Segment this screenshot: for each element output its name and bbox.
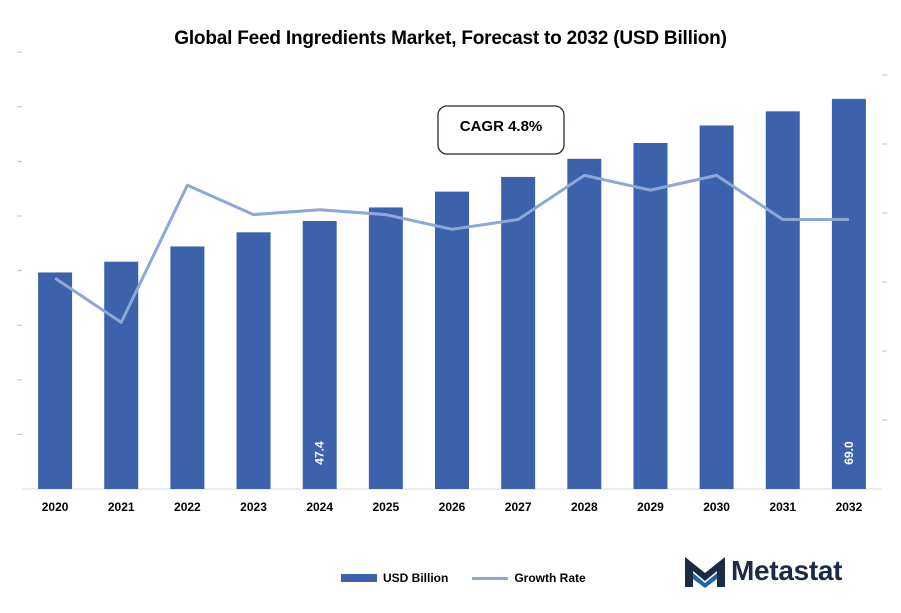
cagr-label: CAGR 4.8% (460, 118, 543, 135)
x-tick-label: 2029 (637, 500, 664, 514)
chart-title: Global Feed Ingredients Market, Forecast… (174, 28, 727, 49)
bar-2028 (567, 158, 602, 490)
legend-label-usd: USD Billion (383, 571, 449, 585)
bar-2031 (765, 111, 800, 490)
legend-swatch-line (472, 576, 509, 580)
x-tick-label: 2022 (174, 500, 201, 514)
legend-swatch-bar (341, 574, 377, 582)
legend-item-bars: USD Billion (341, 571, 448, 585)
bar-2023 (236, 232, 271, 490)
x-tick-label: 2030 (703, 500, 730, 514)
x-tick-label: 2028 (571, 500, 598, 514)
bar-2024 (302, 221, 337, 489)
growth-rate-line (54, 173, 849, 324)
legend: USD Billion Growth Rate (341, 571, 610, 585)
bar-2029 (633, 142, 668, 489)
x-tick-label: 2024 (306, 500, 333, 514)
bar-2022 (170, 246, 205, 489)
x-tick-label: 2020 (42, 500, 69, 514)
brand-name: Metastat (731, 555, 843, 586)
metastat-m-icon (685, 557, 725, 588)
legend-item-line: Growth Rate (472, 571, 586, 585)
bar-2026 (435, 191, 469, 489)
x-tick-label: 2032 (836, 500, 863, 514)
bar-2030 (699, 125, 734, 489)
bar-data-label: 69.0 (842, 441, 856, 465)
bar-2020 (38, 272, 73, 489)
x-tick-label: 2026 (439, 500, 466, 514)
x-tick-label: 2027 (505, 500, 532, 514)
bar-2025 (368, 207, 403, 489)
brand-logo: Metastat (683, 553, 842, 589)
x-tick-label: 2031 (769, 500, 796, 514)
bar-2032 (831, 98, 866, 489)
legend-label-growth: Growth Rate (514, 571, 586, 585)
x-tick-label: 2021 (108, 500, 135, 514)
x-tick-label: 2025 (372, 500, 399, 514)
x-tick-label: 2023 (240, 500, 267, 514)
bar-2027 (501, 176, 536, 489)
bar-data-label: 47.4 (313, 441, 327, 465)
cagr-annotation: CAGR 4.8% (437, 105, 565, 155)
